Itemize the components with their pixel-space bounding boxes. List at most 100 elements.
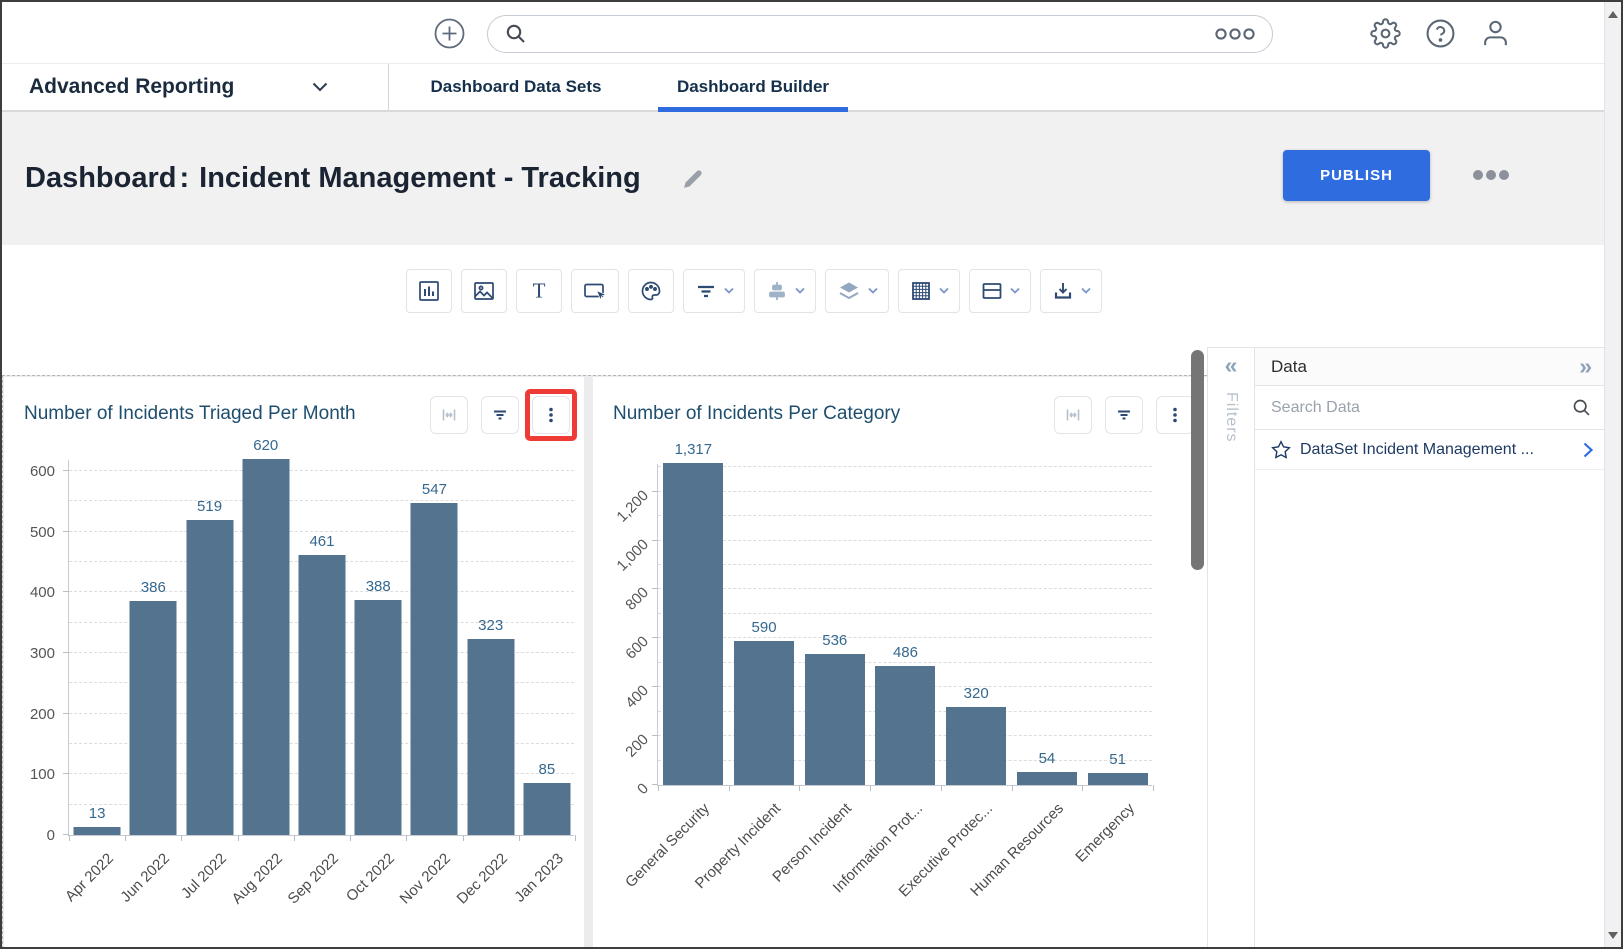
filter-icon: [490, 405, 510, 425]
edit-title-pencil-icon[interactable]: [683, 169, 703, 189]
filters-tab-label[interactable]: Filters: [1223, 392, 1240, 443]
filter-lines-tool-button[interactable]: [683, 269, 745, 313]
more-options-icon[interactable]: [1214, 26, 1256, 42]
resize-icon: [1063, 405, 1083, 425]
search-input[interactable]: [538, 25, 1214, 43]
layers-tool-button[interactable]: [825, 269, 889, 313]
bar-slot: 388: [350, 460, 406, 835]
canvas-scrollbar-thumb[interactable]: [1191, 350, 1204, 570]
select-tool-button[interactable]: [571, 269, 619, 313]
x-tick-mark: [1082, 785, 1084, 791]
y-tick-mark: [63, 834, 69, 835]
x-tick-mark: [728, 785, 730, 791]
bar-Property Incident: [734, 640, 795, 785]
align-tool-button[interactable]: [754, 269, 816, 313]
expand-panel-icon[interactable]: »: [1579, 353, 1592, 379]
bar-Jun 2022: [129, 600, 177, 835]
star-icon[interactable]: [1271, 439, 1291, 460]
x-tick-mark: [940, 785, 942, 791]
scroll-down-arrow[interactable]: [1605, 927, 1621, 943]
divider: [388, 64, 389, 110]
chevron-down-icon: [795, 287, 805, 295]
chart-filter-button[interactable]: [481, 396, 519, 434]
y-tick-mark: [63, 712, 69, 714]
search-icon: [1571, 397, 1592, 418]
bar-Oct 2022: [354, 599, 402, 835]
layout-tool-button[interactable]: [969, 269, 1031, 313]
chevron-down-icon: [939, 287, 949, 295]
publish-button[interactable]: PUBLISH: [1283, 150, 1430, 201]
bar-value-label: 461: [309, 533, 335, 551]
gridline: [69, 500, 574, 502]
menu-icon: [541, 405, 561, 425]
palette-tool-button[interactable]: [628, 269, 674, 313]
chart-title: Number of Incidents Per Category: [613, 403, 901, 424]
dataset-item[interactable]: DataSet Incident Management ...: [1255, 430, 1606, 470]
x-tick-mark: [69, 835, 70, 841]
chevron-down-icon: [1081, 287, 1091, 295]
chart-kebab-menu-button[interactable]: [1156, 396, 1194, 434]
page-scrollbar[interactable]: [1604, 2, 1621, 947]
chart-resize-button[interactable]: [430, 396, 468, 434]
gridline: [658, 466, 1152, 468]
y-tick-mark: [63, 652, 69, 654]
app-menu-dropdown[interactable]: Advanced Reporting: [29, 64, 328, 110]
user-icon[interactable]: [1478, 16, 1512, 50]
dashboard-name: Incident Management - Tracking: [199, 162, 641, 194]
chart-title: Number of Incidents Triaged Per Month: [24, 403, 356, 424]
layout-icon: [980, 279, 1004, 303]
tab-dashboard-builder[interactable]: Dashboard Builder: [658, 64, 848, 112]
bar-chart-tool-button[interactable]: [406, 269, 452, 313]
bar-slot: 54: [1012, 464, 1083, 785]
x-tick-mark: [406, 835, 408, 841]
title-prefix: Dashboard: [25, 162, 177, 194]
chevron-right-icon[interactable]: [1582, 442, 1594, 458]
bar-value-label: 486: [892, 644, 918, 662]
collapse-panel-icon[interactable]: «: [1208, 352, 1254, 379]
dashboard-header: Dashboard : Incident Management - Tracki…: [2, 112, 1621, 245]
bar-Apr 2022: [73, 827, 121, 835]
bar-slot: 461: [294, 460, 350, 835]
y-tick-label: 200: [622, 731, 653, 761]
bar-slot: 386: [125, 460, 181, 835]
dataset-name: DataSet Incident Management ...: [1300, 440, 1534, 458]
image-icon: [472, 279, 496, 303]
title-separator: :: [179, 162, 190, 194]
x-tick-mark: [1011, 785, 1013, 791]
bar-Dec 2022: [467, 639, 515, 835]
app-title: Advanced Reporting: [29, 75, 235, 98]
more-actions-ellipsis[interactable]: [1473, 170, 1509, 180]
help-icon[interactable]: [1423, 16, 1457, 50]
text-tool-button[interactable]: T: [516, 269, 562, 313]
data-search-input[interactable]: [1271, 398, 1571, 417]
chart-resize-button[interactable]: [1054, 396, 1092, 434]
filter-lines-icon: [694, 279, 718, 303]
y-tick-label: 1,200: [613, 486, 653, 526]
chart-kebab-menu-button[interactable]: [525, 389, 577, 441]
chart-filter-button[interactable]: [1105, 396, 1143, 434]
svg-text:T: T: [533, 279, 546, 303]
settings-gear-icon[interactable]: [1368, 16, 1402, 50]
select-icon: [582, 279, 608, 303]
x-tick-label: Emergency: [1071, 800, 1138, 866]
top-bar: [2, 2, 1621, 63]
bar-slot: 620: [238, 437, 294, 835]
x-tick-mark: [870, 785, 872, 791]
download-tool-button[interactable]: [1040, 269, 1102, 313]
y-tick-mark: [652, 686, 658, 688]
x-tick-mark: [125, 835, 127, 841]
y-tick-label: 100: [29, 766, 55, 784]
y-tick-label: 400: [622, 682, 653, 712]
bar-value-label: 590: [751, 618, 777, 636]
grid-tool-button[interactable]: [898, 269, 960, 313]
bar-slot: 519: [181, 460, 237, 835]
tab-dashboard-data-sets[interactable]: Dashboard Data Sets: [430, 77, 602, 96]
chevron-down-icon: [312, 82, 328, 92]
image-tool-button[interactable]: [461, 269, 507, 313]
y-tick-mark: [652, 539, 658, 541]
bar-Sep 2022: [298, 555, 346, 835]
gridline: [658, 661, 1152, 663]
add-icon[interactable]: [432, 16, 466, 50]
scroll-up-arrow[interactable]: [1605, 6, 1621, 22]
x-tick-label: Executive Protec...: [895, 800, 997, 901]
